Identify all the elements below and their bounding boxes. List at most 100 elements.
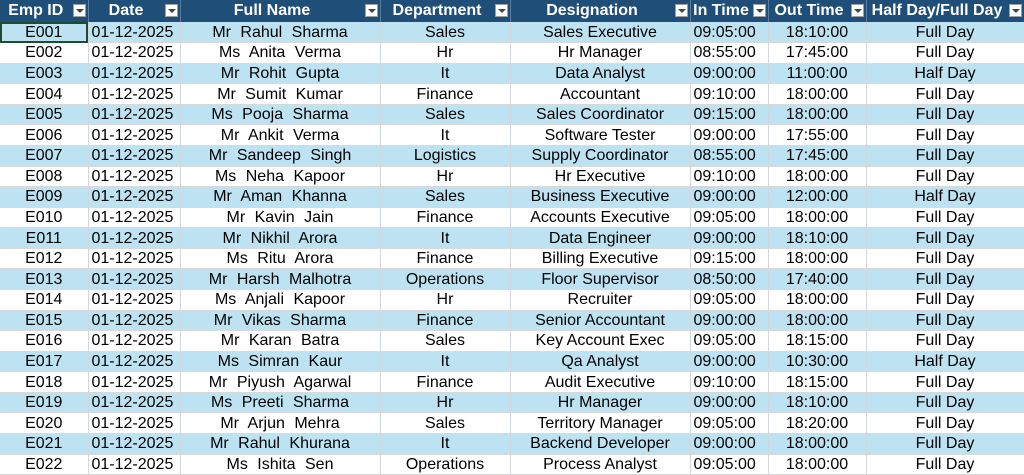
cell[interactable]: Logistics xyxy=(380,145,511,167)
cell[interactable]: 09:05:00 xyxy=(690,454,769,475)
cell[interactable]: Full Day xyxy=(866,207,1024,229)
cell[interactable]: E013 xyxy=(0,268,89,291)
cell[interactable]: 01-12-2025 xyxy=(88,371,181,393)
cell[interactable]: Ms Ritu Arora xyxy=(180,248,381,270)
cell[interactable]: 18:00:00 xyxy=(768,207,867,229)
cell[interactable]: 18:10:00 xyxy=(768,227,867,249)
filter-button[interactable] xyxy=(850,4,864,17)
cell[interactable]: 18:00:00 xyxy=(768,166,867,188)
cell[interactable]: Software Tester xyxy=(510,124,691,146)
cell[interactable]: 18:10:00 xyxy=(768,392,867,414)
cell[interactable]: Full Day xyxy=(866,371,1024,393)
cell[interactable]: E011 xyxy=(0,227,89,249)
cell[interactable]: Mr Rahul Sharma xyxy=(180,22,381,44)
cell[interactable]: E015 xyxy=(0,310,89,332)
cell[interactable]: 18:15:00 xyxy=(768,330,867,352)
cell[interactable]: E020 xyxy=(0,412,89,435)
cell[interactable]: 01-12-2025 xyxy=(88,268,181,291)
cell[interactable]: E007 xyxy=(0,145,89,167)
cell[interactable]: E018 xyxy=(0,371,89,393)
cell[interactable]: Finance xyxy=(380,248,511,270)
cell[interactable]: Full Day xyxy=(866,227,1024,249)
cell[interactable]: Finance xyxy=(380,371,511,393)
cell[interactable]: 09:05:00 xyxy=(690,22,769,44)
cell[interactable]: Hr xyxy=(380,166,511,188)
cell[interactable]: E019 xyxy=(0,392,89,414)
cell[interactable]: 01-12-2025 xyxy=(88,22,181,44)
filter-button[interactable] xyxy=(164,4,178,17)
cell[interactable]: E022 xyxy=(0,454,89,475)
cell[interactable]: 09:00:00 xyxy=(690,351,769,373)
cell[interactable]: Full Day xyxy=(866,412,1024,435)
cell[interactable]: Hr xyxy=(380,289,511,311)
cell[interactable]: 01-12-2025 xyxy=(88,166,181,188)
cell[interactable]: E012 xyxy=(0,248,89,270)
cell[interactable]: 09:00:00 xyxy=(690,63,769,85)
cell[interactable]: Sales Coordinator xyxy=(510,104,691,126)
cell[interactable]: Sales xyxy=(380,22,511,44)
cell[interactable]: 12:00:00 xyxy=(768,186,867,208)
cell[interactable]: 17:45:00 xyxy=(768,145,867,167)
cell[interactable]: 01-12-2025 xyxy=(88,289,181,311)
cell[interactable]: Full Day xyxy=(866,310,1024,332)
cell[interactable]: E017 xyxy=(0,351,89,373)
cell[interactable]: 09:00:00 xyxy=(690,310,769,332)
cell[interactable]: Territory Manager xyxy=(510,412,691,435)
cell[interactable]: 01-12-2025 xyxy=(88,124,181,146)
cell[interactable]: Data Engineer xyxy=(510,227,691,249)
cell[interactable]: Accounts Executive xyxy=(510,207,691,229)
cell[interactable]: 09:10:00 xyxy=(690,166,769,188)
cell[interactable]: Hr xyxy=(380,392,511,414)
filter-button[interactable] xyxy=(494,4,508,17)
cell[interactable]: 09:00:00 xyxy=(690,392,769,414)
cell[interactable]: E004 xyxy=(0,83,89,105)
cell[interactable]: Business Executive xyxy=(510,186,691,208)
cell[interactable]: 09:00:00 xyxy=(690,124,769,146)
filter-button[interactable] xyxy=(1008,4,1022,17)
cell[interactable]: 18:00:00 xyxy=(768,104,867,126)
cell[interactable]: Operations xyxy=(380,268,511,291)
cell[interactable]: Hr Manager xyxy=(510,42,691,64)
cell[interactable]: Mr Nikhil Arora xyxy=(180,227,381,249)
cell[interactable]: Ms Pooja Sharma xyxy=(180,104,381,126)
filter-button[interactable] xyxy=(72,4,86,17)
cell[interactable]: 01-12-2025 xyxy=(88,392,181,414)
cell[interactable]: 18:00:00 xyxy=(768,433,867,455)
cell[interactable]: E006 xyxy=(0,124,89,146)
cell[interactable]: Mr Harsh Malhotra xyxy=(180,268,381,291)
cell[interactable]: Mr Rohit Gupta xyxy=(180,63,381,85)
cell[interactable]: Full Day xyxy=(866,22,1024,44)
cell[interactable]: Mr Kavin Jain xyxy=(180,207,381,229)
cell[interactable]: 18:00:00 xyxy=(768,83,867,105)
cell[interactable]: 18:00:00 xyxy=(768,248,867,270)
cell[interactable]: E002 xyxy=(0,42,89,64)
cell[interactable]: Ms Anjali Kapoor xyxy=(180,289,381,311)
cell[interactable]: It xyxy=(380,227,511,249)
cell[interactable]: Mr Karan Batra xyxy=(180,330,381,352)
cell[interactable]: 18:20:00 xyxy=(768,412,867,435)
cell[interactable]: Sales Executive xyxy=(510,22,691,44)
cell[interactable]: 17:40:00 xyxy=(768,268,867,291)
cell[interactable]: 08:50:00 xyxy=(690,268,769,291)
cell[interactable]: Mr Ankit Verma xyxy=(180,124,381,146)
cell[interactable]: Full Day xyxy=(866,124,1024,146)
cell[interactable]: Mr Aman Khanna xyxy=(180,186,381,208)
cell[interactable]: Sales xyxy=(380,104,511,126)
cell[interactable]: Full Day xyxy=(866,248,1024,270)
cell[interactable]: 18:00:00 xyxy=(768,289,867,311)
cell[interactable]: 01-12-2025 xyxy=(88,83,181,105)
cell[interactable]: 01-12-2025 xyxy=(88,207,181,229)
cell[interactable]: Full Day xyxy=(866,454,1024,475)
cell[interactable]: 01-12-2025 xyxy=(88,104,181,126)
cell[interactable]: 09:15:00 xyxy=(690,248,769,270)
cell[interactable]: Data Analyst xyxy=(510,63,691,85)
cell[interactable]: Backend Developer xyxy=(510,433,691,455)
cell[interactable]: 01-12-2025 xyxy=(88,42,181,64)
cell[interactable]: Qa Analyst xyxy=(510,351,691,373)
cell[interactable]: 09:15:00 xyxy=(690,104,769,126)
cell[interactable]: Floor Supervisor xyxy=(510,268,691,291)
cell[interactable]: Key Account Exec xyxy=(510,330,691,352)
cell[interactable]: 01-12-2025 xyxy=(88,330,181,352)
cell[interactable]: 01-12-2025 xyxy=(88,248,181,270)
cell[interactable]: Mr Arjun Mehra xyxy=(180,412,381,435)
